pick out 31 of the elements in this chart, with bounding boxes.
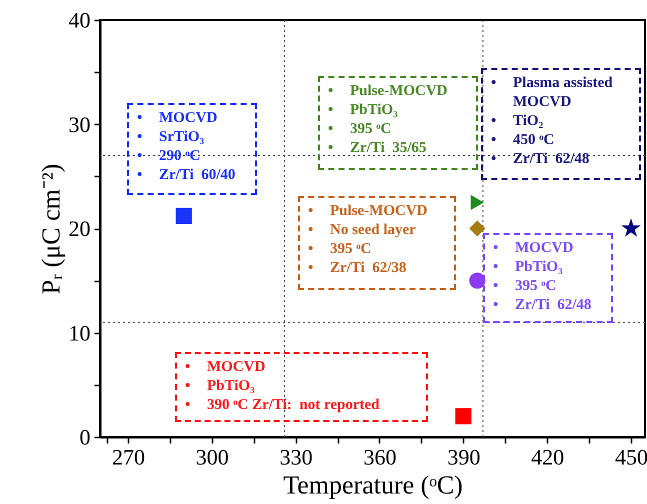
point — [176, 208, 192, 224]
note-box: • Pulse-MOCVD • PbTiO₃ • 395 ᵒC • Zr/Ti 35/65 — [318, 76, 478, 170]
x-tick-label: 330 — [280, 444, 313, 470]
x-tick-label: 300 — [196, 444, 229, 470]
note-box: • MOCVD • SrTiO₃ • 290 ᵒC • Zr/Ti 60/40 — [127, 103, 257, 195]
x-tick-label: 450 — [615, 444, 647, 470]
y-tick-label: 0 — [80, 424, 90, 450]
y-tick-label: 40 — [68, 8, 90, 32]
annotation: • MOCVD • PbTiO₃ • 390 ᵒC Zr/Ti: not reported — [184, 358, 380, 415]
x-tick-label: 420 — [531, 444, 564, 470]
note-box: • MOCVD • PbTiO₃ • 395 ᵒC • Zr/Ti 62/48 — [483, 233, 613, 323]
x-tick-label: 390 — [447, 444, 480, 470]
point — [469, 220, 486, 237]
point — [455, 408, 472, 424]
annotation: • Pulse-MOCVD • PbTiO₃ • 395 ᵒC • Zr/Ti 35/65 — [327, 82, 448, 158]
point — [621, 218, 641, 237]
note-box: • Pulse-MOCVD • No seed layer • 395 ᵒC • Zr/Ti 62/38 — [298, 196, 456, 290]
x-axis-title: Temperature (ᵒC) — [283, 470, 463, 500]
note-box: • Plasma assisted MOCVD • TiO₂ • 450 ᵒC • Zr/Ti 62/48 — [481, 68, 641, 180]
point — [469, 272, 486, 289]
annotation: • MOCVD • SrTiO₃ • 290 ᵒC • Zr/Ti 60/40 — [136, 109, 236, 185]
x-tick-label: 270 — [112, 444, 145, 470]
x-tick-label: 360 — [363, 444, 396, 470]
point — [470, 194, 484, 210]
y-tick-label: 20 — [68, 216, 90, 241]
annotation: • MOCVD • PbTiO₃ • 395 ᵒC • Zr/Ti 62/48 — [492, 239, 592, 315]
y-tick-label: 30 — [68, 112, 90, 137]
annotation: • Pulse-MOCVD • No seed layer • 395 ᵒC • Zr/Ti 62/38 — [307, 202, 428, 278]
y-axis-title: Pᵣ (μC cm⁻²) — [36, 164, 66, 294]
note-box: • MOCVD • PbTiO₃ • 390 ᵒC Zr/Ti: not reported — [175, 352, 428, 422]
y-tick-label: 10 — [68, 320, 90, 346]
